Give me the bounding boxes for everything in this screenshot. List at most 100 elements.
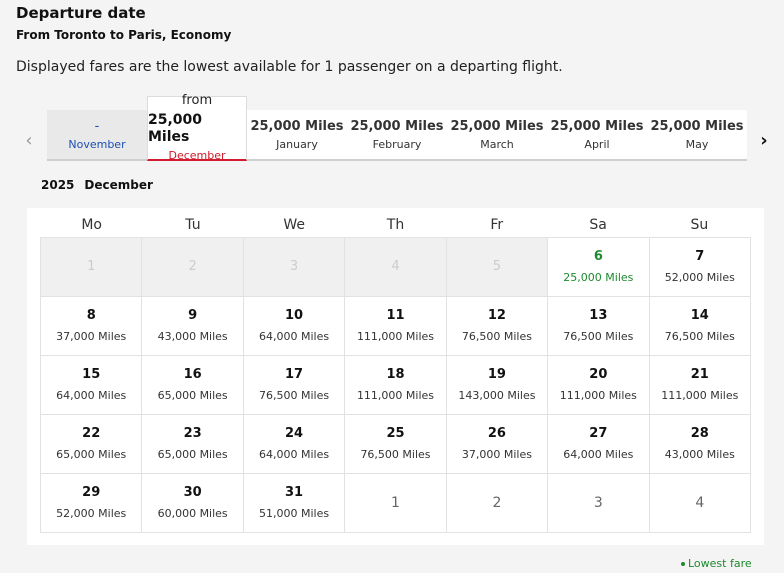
calendar-day-past: 1 [41,238,143,297]
calendar-day[interactable]: 15 64,000 Miles [41,356,143,415]
month-tab-label: January [276,137,318,151]
calendar-day[interactable]: 31 51,000 Miles [243,474,346,533]
day-number: 24 [285,426,304,441]
day-number: 22 [82,426,101,441]
month-tab-january[interactable]: 25,000 Miles January [247,110,347,159]
weekday-label: We [283,217,306,233]
day-number: 10 [285,308,304,323]
month-tab-november[interactable]: - November [47,110,147,159]
lowest-fare-legend: Lowest fare [681,557,752,570]
day-fare: 76,500 Miles [360,448,431,461]
day-number: 2 [188,259,197,274]
month-tab-may[interactable]: 25,000 Miles May [647,110,747,159]
calendar-day[interactable]: 19 143,000 Miles [446,356,549,415]
day-number: 11 [386,308,405,323]
calendar-day-next-month: 4 [649,474,751,533]
day-number: 30 [183,485,202,500]
calendar-day[interactable]: 14 76,500 Miles [649,297,751,356]
day-number: 20 [589,367,608,382]
calendar-day[interactable]: 11 111,000 Miles [345,297,447,356]
calendar-day[interactable]: 22 65,000 Miles [41,415,143,474]
calendar-day[interactable]: 17 76,500 Miles [243,356,346,415]
calendar-day-next-month: 3 [548,474,650,533]
day-number: 28 [690,426,709,441]
calendar-day[interactable]: 6 25,000 Miles [548,238,650,297]
day-number: 3 [289,259,299,274]
calendar-day[interactable]: 16 65,000 Miles [142,356,244,415]
calendar-month: December [84,178,153,192]
month-tab-february[interactable]: 25,000 Miles February [347,110,447,159]
day-fare: 76,500 Miles [563,330,634,343]
month-tab-march[interactable]: 25,000 Miles March [447,110,547,159]
month-tab-price: 25,000 Miles [550,118,644,134]
day-number: 6 [593,249,603,264]
month-tab-price: - [94,118,100,134]
calendar-grid: 1 2 3 4 5 6 25,000 Miles 7 52,000 Miles 8 37,000 M… [40,237,751,533]
day-fare: 76,500 Miles [664,330,735,343]
calendar-heading: 2025 December [41,178,163,192]
day-number: 18 [386,367,405,382]
calendar-day[interactable]: 10 64,000 Miles [243,297,346,356]
calendar-day[interactable]: 26 37,000 Miles [446,415,549,474]
weekday-label: Mo [81,217,102,233]
day-fare: 64,000 Miles [56,389,127,402]
weekday-label: Tu [185,217,201,233]
calendar-day[interactable]: 30 60,000 Miles [142,474,244,533]
day-fare: 76,500 Miles [461,330,532,343]
calendar-day[interactable]: 25 76,500 Miles [345,415,447,474]
calendar-day[interactable]: 20 111,000 Miles [548,356,650,415]
calendar-day[interactable]: 18 111,000 Miles [345,356,447,415]
calendar-day[interactable]: 27 64,000 Miles [548,415,650,474]
day-fare: 76,500 Miles [259,389,330,402]
calendar-day[interactable]: 7 52,000 Miles [649,238,751,297]
legend-label: Lowest fare [688,557,752,570]
day-fare: 60,000 Miles [157,507,228,520]
day-fare: 143,000 Miles [458,389,536,402]
calendar-day[interactable]: 24 64,000 Miles [243,415,346,474]
day-fare: 65,000 Miles [157,389,228,402]
calendar-day-past: 2 [142,238,244,297]
day-fare: 43,000 Miles [664,448,735,461]
day-number: 7 [695,249,705,264]
day-fare: 51,000 Miles [259,507,330,520]
calendar-day[interactable]: 12 76,500 Miles [446,297,549,356]
day-number: 29 [82,485,101,500]
day-number: 9 [188,308,198,323]
calendar-day[interactable]: 8 37,000 Miles [41,297,143,356]
calendar-day[interactable]: 21 111,000 Miles [649,356,751,415]
weekday-label: Sa [589,217,607,233]
calendar-day-next-month: 1 [345,474,447,533]
month-tab-from: from [181,93,213,108]
calendar-day-next-month: 2 [446,474,549,533]
day-fare: 64,000 Miles [259,448,330,461]
day-fare: 111,000 Miles [661,389,739,402]
day-number: 1 [391,495,400,511]
calendar-day[interactable]: 23 65,000 Miles [142,415,244,474]
weekday-header: Mo Tu We Th Fr Sa Su [41,208,750,237]
month-tab-label: November [68,137,126,151]
day-number: 8 [86,308,96,323]
weekday-label: Fr [490,217,504,233]
next-month-button[interactable]: › [754,130,774,151]
calendar-day-past: 3 [243,238,346,297]
calendar: Mo Tu We Th Fr Sa Su 1 2 3 4 5 6 25,000 Miles 7… [27,208,764,545]
month-tab-december[interactable]: from 25,000 Miles December [147,93,247,162]
day-number: 1 [87,259,96,274]
day-fare: 64,000 Miles [259,330,330,343]
month-tab-label: February [372,137,422,151]
day-number: 13 [589,308,608,323]
day-fare: 25,000 Miles [563,271,634,284]
day-number: 21 [690,367,709,382]
day-number: 26 [487,426,506,441]
calendar-day[interactable]: 28 43,000 Miles [649,415,751,474]
day-fare: 37,000 Miles [461,448,532,461]
month-tab-april[interactable]: 25,000 Miles April [547,110,647,159]
fare-note: Displayed fares are the lowest available… [16,59,563,75]
calendar-day[interactable]: 29 52,000 Miles [41,474,143,533]
day-fare: 64,000 Miles [563,448,634,461]
calendar-day[interactable]: 9 43,000 Miles [142,297,244,356]
calendar-day[interactable]: 13 76,500 Miles [548,297,650,356]
day-fare: 111,000 Miles [559,389,637,402]
month-tab-label: April [584,137,610,151]
prev-month-button[interactable]: ‹ [19,130,39,151]
